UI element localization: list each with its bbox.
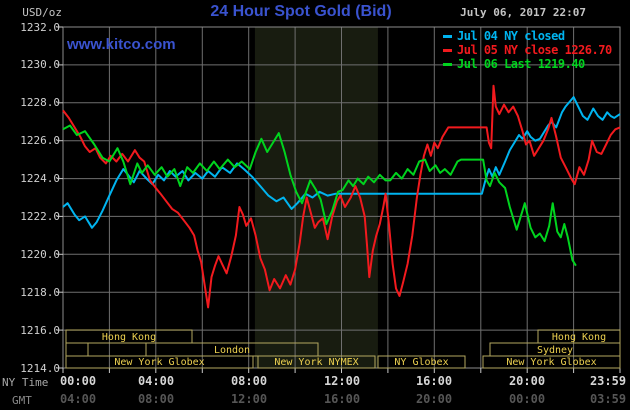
session-label: London: [214, 345, 250, 356]
session-box: [257, 355, 376, 369]
kitco-watermark: www.kitco.com: [67, 36, 176, 53]
ny-time-axis-label: NY Time: [2, 376, 49, 389]
ny-time-tick-label: 23:59: [589, 374, 627, 388]
session-box: [377, 355, 466, 369]
ny-time-tick-label: 16:00: [415, 374, 453, 388]
session-label: New York NYMEX: [274, 357, 358, 368]
legend-label: Jul 06 Last 1219.40: [457, 57, 585, 71]
legend: Jul 04 NY closed Jul 05 NY close 1226.70 J…: [443, 29, 612, 71]
y-axis-tick-label: 1216.0: [20, 324, 60, 337]
session-box: [65, 355, 254, 369]
gmt-time-tick-label: 16:00: [323, 392, 361, 406]
gmt-time-tick-label: 08:00: [137, 392, 175, 406]
legend-item: Jul 05 NY close 1226.70: [443, 43, 612, 57]
chart-title: 24 Hour Spot Gold (Bid): [210, 3, 392, 20]
y-axis-tick-label: 1232.0: [20, 21, 60, 34]
y-axis-tick-label: 1230.0: [20, 58, 60, 71]
y-axis-tick-label: 1226.0: [20, 134, 60, 147]
series-line-1: [62, 84, 621, 309]
ny-time-tick-label: 12:00: [323, 374, 361, 388]
session-label: Sydney: [537, 345, 573, 356]
gmt-time-tick-label: 00:00: [508, 392, 546, 406]
legend-label: Jul 05 NY close 1226.70: [457, 43, 612, 57]
session-label: NY Globex: [394, 357, 448, 368]
legend-item: Jul 06 Last 1219.40: [443, 57, 612, 71]
session-label: New York Globex: [114, 357, 204, 368]
y-axis-tick-label: 1224.0: [20, 172, 60, 185]
series-line-2: [62, 124, 577, 267]
gmt-time-tick-label: 12:00: [230, 392, 268, 406]
gmt-time-tick-label: 04:00: [59, 392, 97, 406]
ny-time-tick-label: 08:00: [230, 374, 268, 388]
session-box: [482, 355, 621, 369]
chart-datetime: July 06, 2017 22:07: [460, 6, 586, 19]
ny-time-tick-label: 00:00: [59, 374, 97, 388]
y-axis-tick-label: 1222.0: [20, 210, 60, 223]
y-axis-tick-label: 1214.0: [20, 362, 60, 375]
legend-dash-icon: [443, 48, 452, 52]
legend-item: Jul 04 NY closed: [443, 29, 612, 43]
gmt-axis-label: GMT: [12, 394, 32, 407]
legend-dash-icon: [443, 34, 452, 38]
y-axis-tick-label: 1220.0: [20, 248, 60, 261]
y-axis-tick-label: 1228.0: [20, 96, 60, 109]
session-box: [65, 342, 89, 357]
session-label: Hong Kong: [552, 332, 606, 343]
gmt-time-tick-label: 20:00: [415, 392, 453, 406]
series-line-0: [62, 96, 621, 229]
y-axis-tick-label: 1218.0: [20, 286, 60, 299]
session-label: New York Globex: [506, 357, 596, 368]
ny-time-tick-label: 04:00: [137, 374, 175, 388]
nymex-session-band: [254, 27, 378, 368]
legend-label: Jul 04 NY closed: [457, 29, 565, 43]
ny-time-tick-label: 20:00: [508, 374, 546, 388]
legend-dash-icon: [443, 62, 452, 66]
y-axis-unit-label: USD/oz: [22, 6, 62, 19]
session-box: [87, 342, 147, 357]
session-label: Hong Kong: [102, 332, 156, 343]
gmt-time-tick-label: 03:59: [589, 392, 627, 406]
